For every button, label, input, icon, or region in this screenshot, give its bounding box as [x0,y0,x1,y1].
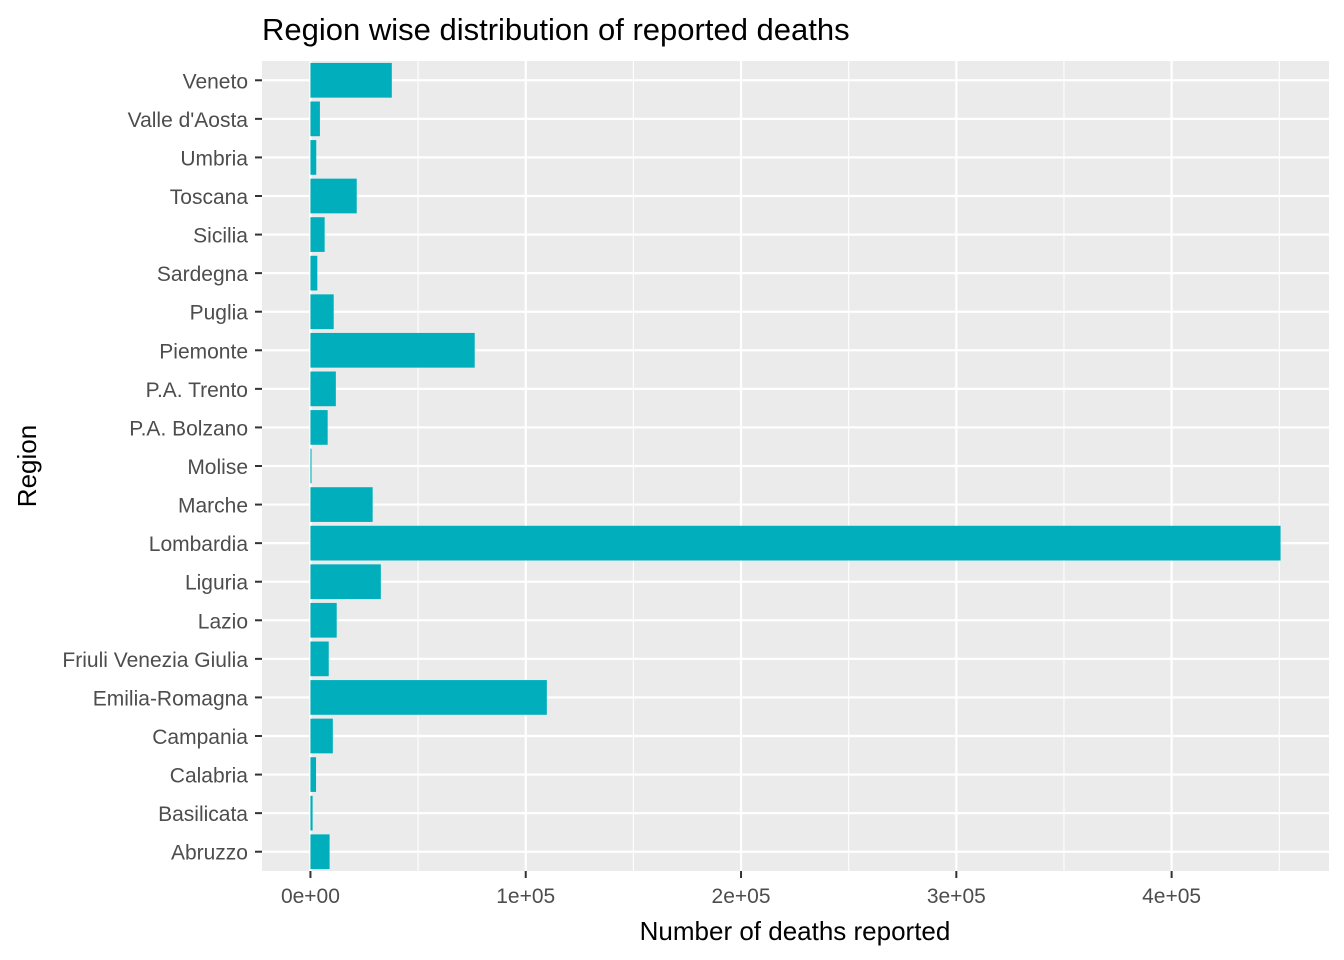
bar [310,217,325,252]
y-tick-label: P.A. Bolzano [129,417,248,440]
x-axis-title: Number of deaths reported [640,916,951,946]
bar [310,140,317,175]
y-tick-label: Lazio [198,610,248,633]
bar [310,410,328,445]
y-tick-label: Liguria [185,572,248,595]
bar [310,332,475,368]
chart-title: Region wise distribution of reported dea… [262,12,850,47]
bar [310,371,336,407]
y-tick-label: Puglia [190,302,249,325]
y-tick-label: Veneto [183,70,248,93]
bar [310,564,381,600]
y-tick-label: Toscana [170,186,249,209]
y-tick-label: Emilia-Romagna [93,687,249,710]
x-tick-label: 2e+05 [712,885,771,908]
bar [310,487,373,522]
bar [310,101,320,137]
y-tick-label: Marche [178,495,248,518]
bar [310,525,1281,561]
x-tick-label: 0e+00 [281,885,340,908]
bar [310,62,392,98]
bar [310,255,318,291]
bars [310,62,1281,870]
y-tick-label: Molise [187,456,248,479]
bar [310,448,312,484]
y-tick-label: Umbria [180,147,248,170]
bar [310,641,329,677]
y-tick-label: Campania [152,726,248,749]
y-tick-label: Friuli Venezia Giulia [62,649,248,672]
y-tick-label: Piemonte [159,340,248,363]
y-tick-label: Abruzzo [171,842,248,865]
x-tick-label: 3e+05 [927,885,986,908]
bar [310,757,317,792]
bar [310,602,337,638]
y-axis-ticks: Abruzzo Basilicata Calabria Campania Emilia-… [62,70,262,865]
bar [310,178,357,214]
bar [310,795,313,831]
major-gridlines [262,61,1329,871]
y-tick-label: P.A. Trento [146,379,248,402]
bar [310,294,334,330]
x-axis-ticks: 0e+00 1e+05 2e+05 3e+05 4e+05 [281,871,1201,908]
y-tick-label: Calabria [170,765,249,788]
bar [310,834,330,870]
y-tick-label: Sardegna [157,263,248,286]
x-tick-label: 1e+05 [496,885,555,908]
y-axis-title: Region [12,425,42,507]
bar [310,718,333,754]
y-tick-label: Lombardia [149,533,249,556]
y-tick-label: Valle d'Aosta [128,109,249,132]
y-tick-label: Sicilia [193,225,248,248]
y-tick-label: Basilicata [158,803,248,826]
bar [310,680,547,715]
x-tick-label: 4e+05 [1142,885,1201,908]
